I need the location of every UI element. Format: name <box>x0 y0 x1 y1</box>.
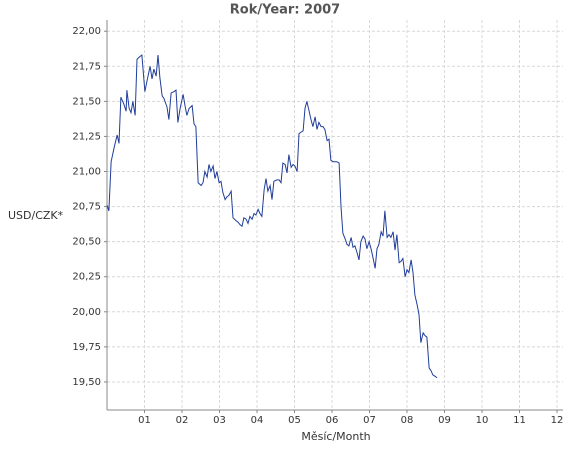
x-tick-label: 12 <box>551 415 564 426</box>
y-tick-label: 20,75 <box>72 202 101 213</box>
data-line <box>106 54 438 379</box>
x-tick-label: 10 <box>476 415 489 426</box>
y-tick-label: 19,50 <box>72 377 101 388</box>
x-axis-label: Měsíc/Month <box>301 430 370 443</box>
x-tick-label: 08 <box>401 415 414 426</box>
x-tick-label: 02 <box>176 415 189 426</box>
y-tick-label: 20,50 <box>72 237 101 248</box>
y-tick-label: 21,00 <box>72 167 101 178</box>
x-tick-label: 07 <box>363 415 376 426</box>
y-tick-label: 22,00 <box>72 26 101 37</box>
x-tick-label: 03 <box>213 415 226 426</box>
y-axis-label: USD/CZK* <box>8 209 64 222</box>
y-tick-label: 21,25 <box>72 131 101 142</box>
y-tick-label: 19,75 <box>72 342 101 353</box>
x-tick-label: 05 <box>288 415 301 426</box>
y-tick-label: 21,50 <box>72 96 101 107</box>
x-tick-label: 09 <box>438 415 451 426</box>
y-tick-label: 20,00 <box>72 307 101 318</box>
x-tick-label: 04 <box>251 415 264 426</box>
chart-title: Rok/Year: 2007 <box>230 3 340 18</box>
y-tick-label: 21,75 <box>72 61 101 72</box>
x-tick-label: 01 <box>138 415 151 426</box>
x-tick-label: 06 <box>326 415 339 426</box>
y-tick-label: 20,25 <box>72 272 101 283</box>
x-tick-label: 11 <box>513 415 526 426</box>
